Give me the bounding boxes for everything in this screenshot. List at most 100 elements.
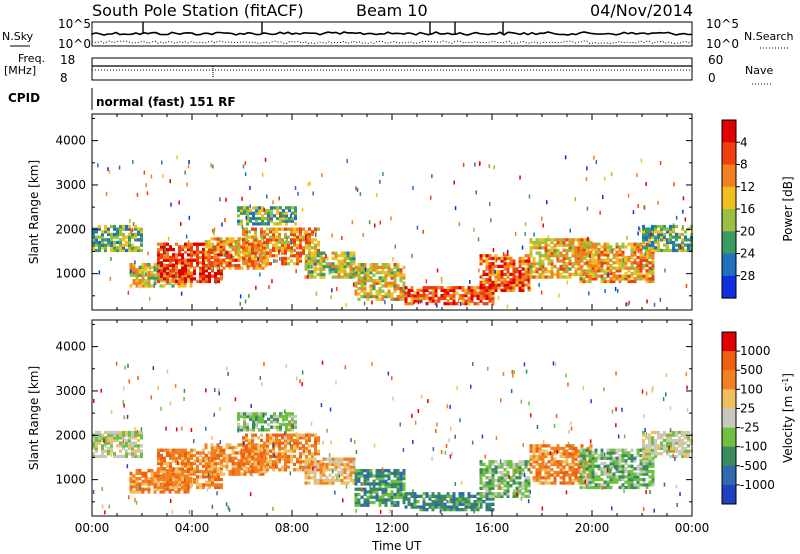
heatmap-cell (488, 267, 492, 271)
heatmap-cell (527, 286, 531, 290)
heatmap-cell (272, 438, 275, 443)
heatmap-cell (199, 255, 202, 260)
heatmap-cell (132, 268, 136, 272)
heatmap-cell (144, 265, 148, 269)
heatmap-cell (273, 412, 276, 416)
heatmap-cell (378, 292, 382, 296)
heatmap-cell (547, 473, 551, 477)
heatmap-cell (225, 250, 229, 254)
heatmap-cell (257, 444, 260, 448)
heatmap-cell (107, 436, 110, 440)
heatmap-cell (259, 272, 261, 277)
heatmap-cell (178, 480, 181, 484)
heatmap-cell (651, 444, 654, 448)
heatmap-cell (337, 272, 341, 277)
heatmap-cell (128, 436, 131, 440)
heatmap-cell (606, 250, 610, 254)
heatmap-cell (176, 155, 178, 160)
heatmap-cell (296, 254, 299, 258)
heatmap-cell (101, 454, 104, 459)
heatmap-cell (261, 425, 264, 429)
heatmap-cell (125, 438, 128, 443)
heatmap-cell (458, 494, 462, 498)
heatmap-cell (228, 237, 232, 241)
heatmap-cell (160, 461, 163, 466)
heatmap-cell (193, 253, 196, 257)
heatmap-cell (254, 462, 257, 467)
heatmap-cell (577, 267, 581, 271)
heatmap-cell (524, 222, 527, 227)
heatmap-cell (217, 448, 220, 452)
heatmap-cell (174, 490, 178, 494)
heatmap-cell (567, 382, 569, 387)
heatmap-cell (143, 170, 146, 175)
heatmap-cell (399, 485, 403, 489)
heatmap-cell (98, 441, 101, 445)
heatmap-cell (603, 464, 607, 468)
heatmap-cell (443, 508, 447, 512)
heatmap-cell (618, 485, 622, 490)
heatmap-cell (509, 278, 513, 282)
heatmap-cell (110, 248, 113, 253)
heatmap-cell (172, 448, 175, 452)
heatmap-cell (633, 266, 637, 270)
heatmap-cell (396, 297, 400, 301)
heatmap-cell (178, 456, 181, 460)
heatmap-cell (346, 159, 348, 163)
heatmap-cell (122, 227, 125, 231)
heatmap-cell (532, 449, 536, 453)
heatmap-cell (642, 469, 646, 474)
heatmap-cell (107, 452, 110, 456)
heatmap-cell (541, 238, 545, 242)
heatmap-cell (402, 495, 406, 499)
heatmap-cell (163, 472, 166, 476)
heatmap-cell (290, 436, 293, 440)
heatmap-cell (494, 286, 498, 290)
heatmap-cell (175, 274, 178, 278)
heatmap-cell (503, 481, 507, 485)
heatmap-cell (258, 216, 261, 221)
heatmap-cell (422, 505, 426, 509)
heatmap-cell (275, 259, 278, 263)
heatmap-cell (181, 253, 184, 257)
heatmap-cell (565, 490, 568, 495)
heatmap-cell (574, 454, 578, 459)
heatmap-cell (506, 264, 510, 269)
heatmap-cell (524, 259, 528, 263)
heatmap-cell (363, 263, 367, 267)
heatmap-cell (125, 452, 128, 456)
heatmap-cell (553, 462, 557, 467)
heatmap-cell (134, 260, 136, 265)
heatmap-cell (574, 449, 578, 453)
heatmap-cell (618, 274, 622, 278)
heatmap-cell (202, 247, 205, 252)
heatmap-cell (237, 255, 241, 260)
heatmap-cell (211, 459, 214, 463)
heatmap-cell (645, 485, 649, 490)
heatmap-cell (588, 279, 592, 284)
heatmap-cell (639, 459, 643, 463)
heatmap-cell (190, 461, 193, 466)
heatmap-cell (621, 245, 625, 249)
heatmap-cell (544, 468, 548, 472)
heatmap-cell (544, 444, 548, 448)
heatmap-cell (258, 266, 262, 270)
heatmap-cell (181, 261, 184, 265)
heatmap-cell (488, 465, 492, 469)
heatmap-cell (251, 251, 254, 255)
heatmap-cell (621, 483, 625, 487)
heatmap-cell (95, 240, 98, 245)
heatmap-cell (579, 469, 583, 474)
heatmap-cell (544, 246, 548, 250)
heatmap-cell (642, 224, 645, 229)
heatmap-cell (363, 276, 367, 280)
heatmap-cell (396, 271, 400, 275)
heatmap-cell (153, 485, 157, 489)
heatmap-cell (553, 460, 557, 464)
heatmap-cell (343, 470, 347, 475)
heatmap-cell (666, 238, 669, 242)
heatmap-cell (672, 243, 675, 247)
heatmap-cell (579, 274, 583, 278)
heatmap-cell (675, 238, 678, 242)
heatmap-cell (177, 284, 181, 288)
